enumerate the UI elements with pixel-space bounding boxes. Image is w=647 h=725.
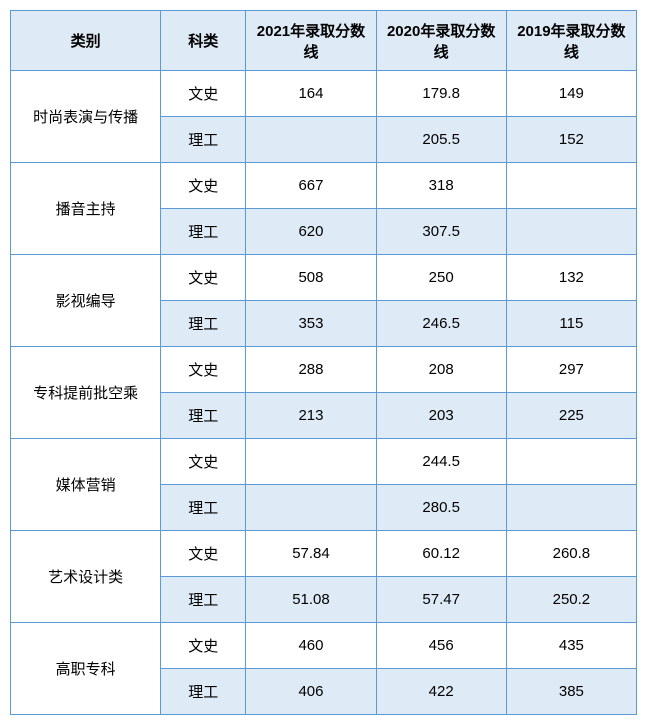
subject-cell: 理工 bbox=[161, 117, 246, 163]
score-2020-cell: 250 bbox=[376, 255, 506, 301]
header-category: 类别 bbox=[11, 11, 161, 71]
category-cell: 时尚表演与传播 bbox=[11, 71, 161, 163]
score-2020-cell: 246.5 bbox=[376, 301, 506, 347]
score-2020-cell: 422 bbox=[376, 669, 506, 715]
subject-cell: 文史 bbox=[161, 623, 246, 669]
table-row: 时尚表演与传播文史164179.8149 bbox=[11, 71, 637, 117]
subject-cell: 理工 bbox=[161, 209, 246, 255]
category-cell: 艺术设计类 bbox=[11, 531, 161, 623]
score-2020-cell: 57.47 bbox=[376, 577, 506, 623]
category-cell: 专科提前批空乘 bbox=[11, 347, 161, 439]
subject-cell: 文史 bbox=[161, 531, 246, 577]
subject-cell: 理工 bbox=[161, 577, 246, 623]
table-row: 影视编导文史508250132 bbox=[11, 255, 637, 301]
score-2021-cell: 213 bbox=[246, 393, 376, 439]
admission-scores-table-container: 类别 科类 2021年录取分数线 2020年录取分数线 2019年录取分数线 时… bbox=[10, 10, 637, 715]
category-cell: 播音主持 bbox=[11, 163, 161, 255]
score-2021-cell bbox=[246, 439, 376, 485]
score-2019-cell bbox=[506, 163, 636, 209]
score-2020-cell: 307.5 bbox=[376, 209, 506, 255]
score-2020-cell: 280.5 bbox=[376, 485, 506, 531]
score-2021-cell: 667 bbox=[246, 163, 376, 209]
table-row: 高职专科文史460456435 bbox=[11, 623, 637, 669]
score-2019-cell: 250.2 bbox=[506, 577, 636, 623]
subject-cell: 文史 bbox=[161, 439, 246, 485]
score-2019-cell bbox=[506, 485, 636, 531]
score-2019-cell: 385 bbox=[506, 669, 636, 715]
category-cell: 高职专科 bbox=[11, 623, 161, 715]
category-cell: 影视编导 bbox=[11, 255, 161, 347]
score-2021-cell: 288 bbox=[246, 347, 376, 393]
score-2021-cell: 460 bbox=[246, 623, 376, 669]
subject-cell: 文史 bbox=[161, 163, 246, 209]
score-2019-cell: 149 bbox=[506, 71, 636, 117]
header-subject: 科类 bbox=[161, 11, 246, 71]
table-row: 专科提前批空乘文史288208297 bbox=[11, 347, 637, 393]
score-2019-cell bbox=[506, 209, 636, 255]
subject-cell: 理工 bbox=[161, 393, 246, 439]
score-2020-cell: 179.8 bbox=[376, 71, 506, 117]
score-2020-cell: 60.12 bbox=[376, 531, 506, 577]
score-2019-cell: 435 bbox=[506, 623, 636, 669]
score-2019-cell: 152 bbox=[506, 117, 636, 163]
score-2019-cell: 115 bbox=[506, 301, 636, 347]
subject-cell: 理工 bbox=[161, 485, 246, 531]
header-year-2021: 2021年录取分数线 bbox=[246, 11, 376, 71]
header-year-2020: 2020年录取分数线 bbox=[376, 11, 506, 71]
score-2020-cell: 208 bbox=[376, 347, 506, 393]
table-header-row: 类别 科类 2021年录取分数线 2020年录取分数线 2019年录取分数线 bbox=[11, 11, 637, 71]
table-body: 时尚表演与传播文史164179.8149理工205.5152播音主持文史6673… bbox=[11, 71, 637, 715]
table-row: 媒体营销文史244.5 bbox=[11, 439, 637, 485]
score-2021-cell: 164 bbox=[246, 71, 376, 117]
table-row: 播音主持文史667318 bbox=[11, 163, 637, 209]
score-2021-cell: 406 bbox=[246, 669, 376, 715]
score-2019-cell: 132 bbox=[506, 255, 636, 301]
score-2021-cell: 51.08 bbox=[246, 577, 376, 623]
subject-cell: 理工 bbox=[161, 669, 246, 715]
subject-cell: 文史 bbox=[161, 71, 246, 117]
subject-cell: 文史 bbox=[161, 255, 246, 301]
admission-scores-table: 类别 科类 2021年录取分数线 2020年录取分数线 2019年录取分数线 时… bbox=[10, 10, 637, 715]
score-2021-cell: 620 bbox=[246, 209, 376, 255]
subject-cell: 文史 bbox=[161, 347, 246, 393]
header-year-2019: 2019年录取分数线 bbox=[506, 11, 636, 71]
score-2020-cell: 203 bbox=[376, 393, 506, 439]
score-2020-cell: 244.5 bbox=[376, 439, 506, 485]
score-2021-cell bbox=[246, 117, 376, 163]
score-2019-cell bbox=[506, 439, 636, 485]
score-2019-cell: 260.8 bbox=[506, 531, 636, 577]
score-2021-cell: 508 bbox=[246, 255, 376, 301]
score-2019-cell: 225 bbox=[506, 393, 636, 439]
score-2021-cell: 353 bbox=[246, 301, 376, 347]
table-row: 艺术设计类文史57.8460.12260.8 bbox=[11, 531, 637, 577]
score-2020-cell: 205.5 bbox=[376, 117, 506, 163]
score-2021-cell: 57.84 bbox=[246, 531, 376, 577]
score-2021-cell bbox=[246, 485, 376, 531]
category-cell: 媒体营销 bbox=[11, 439, 161, 531]
score-2020-cell: 318 bbox=[376, 163, 506, 209]
subject-cell: 理工 bbox=[161, 301, 246, 347]
score-2020-cell: 456 bbox=[376, 623, 506, 669]
score-2019-cell: 297 bbox=[506, 347, 636, 393]
